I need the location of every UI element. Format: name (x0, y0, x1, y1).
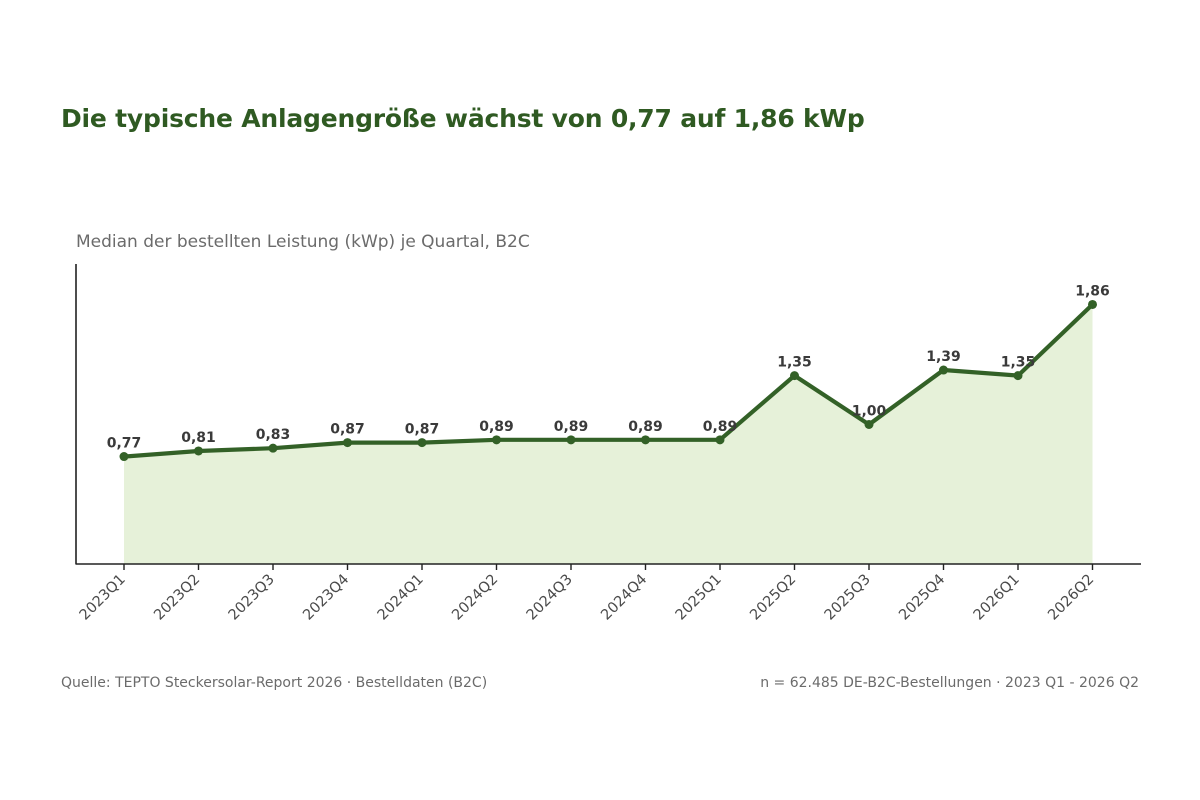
data-label: 0,89 (703, 419, 738, 435)
data-point (641, 435, 650, 445)
data-label: 1,00 (852, 403, 887, 419)
data-point (492, 435, 501, 445)
data-label: 0,89 (628, 419, 663, 435)
data-label: 0,87 (405, 422, 440, 438)
data-point (1013, 371, 1023, 381)
chart-title: Die typische Anlagengröße wächst von 0,7… (61, 104, 865, 133)
data-point (790, 371, 799, 381)
data-point (715, 435, 725, 445)
data-label: 1,35 (1001, 355, 1036, 371)
area-fill (124, 304, 1093, 564)
x-tick-label: 2025Q4 (896, 572, 948, 624)
x-tick-label: 2025Q1 (673, 572, 725, 624)
source-note: Quelle: TEPTO Steckersolar-Report 2026 ·… (61, 675, 488, 691)
x-tick-label: 2024Q4 (598, 572, 650, 624)
data-point (268, 443, 278, 453)
x-tick-label: 2023Q3 (226, 572, 278, 624)
x-tick-label: 2025Q3 (822, 572, 874, 624)
x-tick-label: 2023Q4 (300, 572, 352, 624)
plot-area: 0,77 2023Q1 0,81 2023Q2 0,83 2023Q3 0,87 2023Q4… (75, 264, 1141, 624)
data-label: 1,39 (926, 349, 961, 365)
x-tick-label: 2026Q2 (1045, 572, 1097, 624)
data-label: 1,35 (777, 355, 812, 371)
x-tick-label: 2026Q1 (971, 572, 1023, 624)
data-point (194, 446, 203, 456)
data-point (119, 452, 129, 462)
data-point (566, 435, 576, 445)
data-point (939, 365, 948, 375)
data-point (1088, 299, 1097, 309)
x-tick-label: 2025Q2 (747, 572, 799, 624)
data-label: 0,87 (330, 422, 365, 438)
data-label: 1,86 (1075, 283, 1110, 299)
data-label: 0,81 (181, 430, 216, 446)
data-point (864, 419, 874, 429)
data-point (417, 438, 427, 448)
data-label: 0,89 (479, 419, 514, 435)
data-label: 0,77 (107, 436, 142, 452)
data-label: 0,83 (256, 427, 291, 443)
x-tick-label: 2024Q2 (449, 572, 501, 624)
chart-subtitle: Median der bestellten Leistung (kWp) je … (76, 232, 530, 252)
x-tick-label: 2023Q2 (151, 572, 203, 624)
x-tick-label: 2024Q3 (524, 572, 576, 624)
series-line (121, 302, 1095, 459)
x-tick-label: 2023Q1 (77, 572, 129, 624)
sample-note: n = 62.485 DE-B2C-Bestellungen · 2023 Q1… (760, 675, 1139, 691)
data-label: 0,89 (554, 419, 589, 435)
x-tick-label: 2024Q1 (375, 572, 427, 624)
data-point (343, 438, 352, 448)
